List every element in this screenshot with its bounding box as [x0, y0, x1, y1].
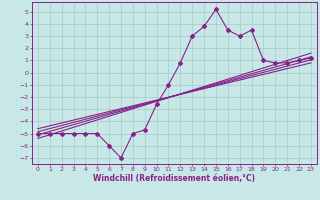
X-axis label: Windchill (Refroidissement éolien,°C): Windchill (Refroidissement éolien,°C): [93, 174, 255, 183]
